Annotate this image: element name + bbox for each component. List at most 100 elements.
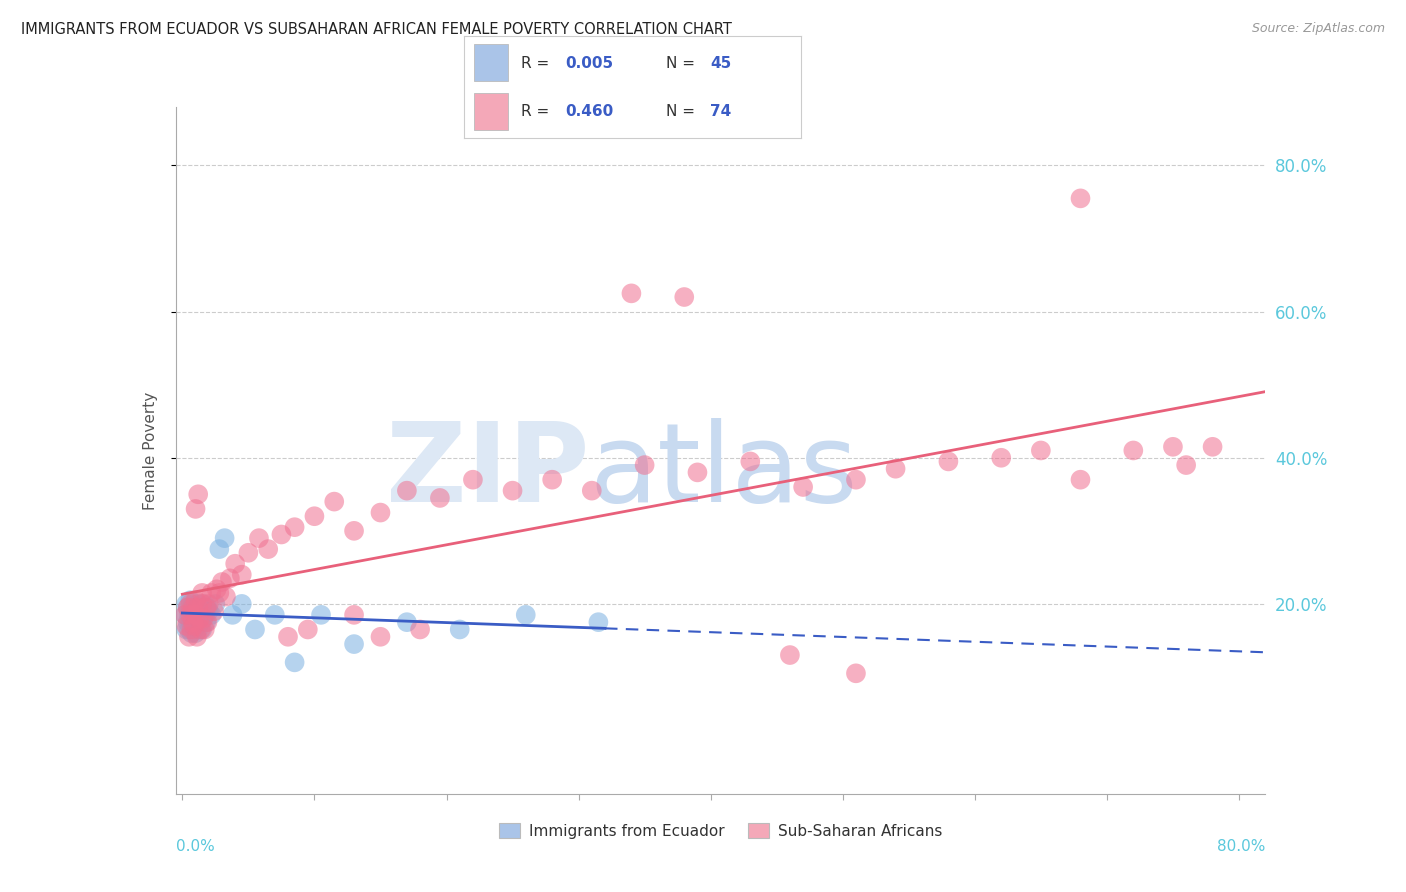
Point bbox=[191, 586, 214, 600]
Point bbox=[181, 600, 204, 615]
Point bbox=[180, 623, 202, 637]
Point bbox=[188, 607, 211, 622]
Text: 0.0%: 0.0% bbox=[176, 838, 215, 854]
Point bbox=[284, 656, 307, 670]
Point bbox=[284, 520, 307, 534]
Point bbox=[343, 637, 366, 651]
Point bbox=[195, 600, 218, 615]
Point bbox=[515, 607, 537, 622]
Point bbox=[323, 494, 346, 508]
Point bbox=[191, 623, 214, 637]
Point bbox=[211, 574, 233, 589]
Point bbox=[395, 615, 418, 630]
Text: 45: 45 bbox=[710, 56, 731, 70]
Point bbox=[187, 623, 209, 637]
Point bbox=[938, 454, 960, 468]
FancyBboxPatch shape bbox=[474, 93, 508, 130]
Point bbox=[176, 615, 198, 630]
Point bbox=[180, 604, 202, 618]
Point bbox=[673, 290, 696, 304]
Point bbox=[792, 480, 814, 494]
Point bbox=[181, 615, 204, 630]
Point bbox=[370, 630, 392, 644]
Text: N =: N = bbox=[666, 56, 700, 70]
Point bbox=[202, 604, 225, 618]
Point bbox=[179, 597, 201, 611]
Point bbox=[231, 567, 253, 582]
Point bbox=[197, 600, 219, 615]
Point bbox=[1069, 473, 1091, 487]
Point bbox=[231, 597, 253, 611]
FancyBboxPatch shape bbox=[474, 44, 508, 81]
Point bbox=[184, 607, 207, 622]
Point bbox=[190, 615, 212, 630]
Point bbox=[395, 483, 418, 498]
Point bbox=[215, 590, 238, 604]
Point bbox=[1122, 443, 1144, 458]
Point bbox=[409, 623, 432, 637]
Point bbox=[208, 542, 231, 557]
Text: 80.0%: 80.0% bbox=[1218, 838, 1265, 854]
Point bbox=[205, 582, 228, 597]
Point bbox=[502, 483, 524, 498]
Point bbox=[224, 557, 246, 571]
Point bbox=[204, 597, 226, 611]
Point bbox=[197, 597, 219, 611]
Point bbox=[197, 604, 219, 618]
Point bbox=[174, 607, 197, 622]
Point bbox=[277, 630, 299, 644]
Point bbox=[194, 607, 217, 622]
Text: 74: 74 bbox=[710, 104, 731, 120]
Point bbox=[214, 531, 236, 545]
Point bbox=[176, 597, 198, 611]
Point bbox=[179, 615, 201, 630]
Text: 0.005: 0.005 bbox=[565, 56, 613, 70]
Point bbox=[263, 607, 285, 622]
Point bbox=[181, 619, 204, 633]
Point bbox=[581, 483, 603, 498]
Point bbox=[200, 607, 222, 622]
Text: N =: N = bbox=[666, 104, 700, 120]
Point bbox=[779, 648, 801, 662]
Point bbox=[179, 607, 201, 622]
Point bbox=[181, 597, 204, 611]
Point bbox=[177, 630, 200, 644]
Point bbox=[238, 546, 260, 560]
Y-axis label: Female Poverty: Female Poverty bbox=[142, 392, 157, 509]
Point bbox=[343, 607, 366, 622]
Point bbox=[184, 502, 207, 516]
Point bbox=[219, 571, 242, 585]
Point bbox=[247, 531, 270, 545]
Point bbox=[620, 286, 643, 301]
Point bbox=[177, 607, 200, 622]
Point bbox=[184, 626, 207, 640]
Point bbox=[177, 623, 200, 637]
Point bbox=[370, 506, 392, 520]
Point bbox=[1201, 440, 1223, 454]
Point bbox=[186, 600, 208, 615]
Point bbox=[309, 607, 332, 622]
Point bbox=[304, 509, 326, 524]
Point bbox=[183, 623, 205, 637]
Point bbox=[183, 619, 205, 633]
Point bbox=[541, 473, 564, 487]
Point bbox=[221, 607, 243, 622]
Point bbox=[187, 597, 209, 611]
Point bbox=[190, 623, 212, 637]
Point bbox=[186, 630, 208, 644]
Text: R =: R = bbox=[522, 56, 554, 70]
Point bbox=[845, 666, 868, 681]
Point bbox=[191, 600, 214, 615]
Point bbox=[884, 461, 907, 475]
Point bbox=[174, 607, 197, 622]
Text: 0.460: 0.460 bbox=[565, 104, 613, 120]
Point bbox=[176, 600, 198, 615]
Text: R =: R = bbox=[522, 104, 554, 120]
Point bbox=[184, 604, 207, 618]
Point bbox=[449, 623, 471, 637]
Point bbox=[461, 473, 484, 487]
Point bbox=[1029, 443, 1052, 458]
Point bbox=[297, 623, 319, 637]
Point bbox=[200, 586, 222, 600]
Point bbox=[193, 611, 215, 625]
